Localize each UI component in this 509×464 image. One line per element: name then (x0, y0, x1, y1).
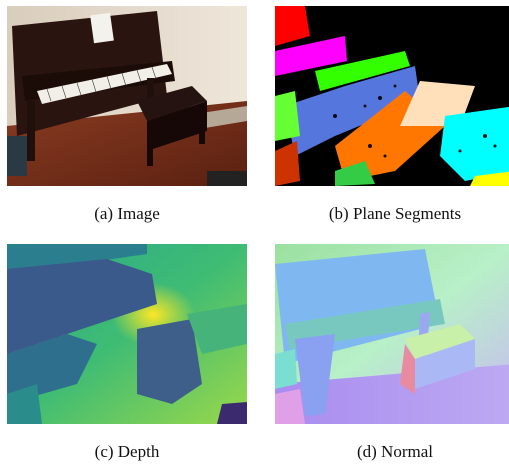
caption-depth: (c) Depth (94, 442, 160, 461)
panel-normal (275, 244, 509, 424)
panel-depth (7, 244, 247, 424)
depth-map (7, 244, 247, 424)
caption-image: (a) Image (94, 204, 160, 223)
panel-image (7, 6, 247, 186)
caption-plane-segments: (b) Plane Segments (328, 204, 462, 223)
panel-plane-segments (275, 6, 509, 186)
caption-normal: (d) Normal (356, 442, 433, 461)
plane-segments-map (275, 6, 509, 186)
piano-photo (7, 6, 247, 186)
normal-map (275, 244, 509, 424)
